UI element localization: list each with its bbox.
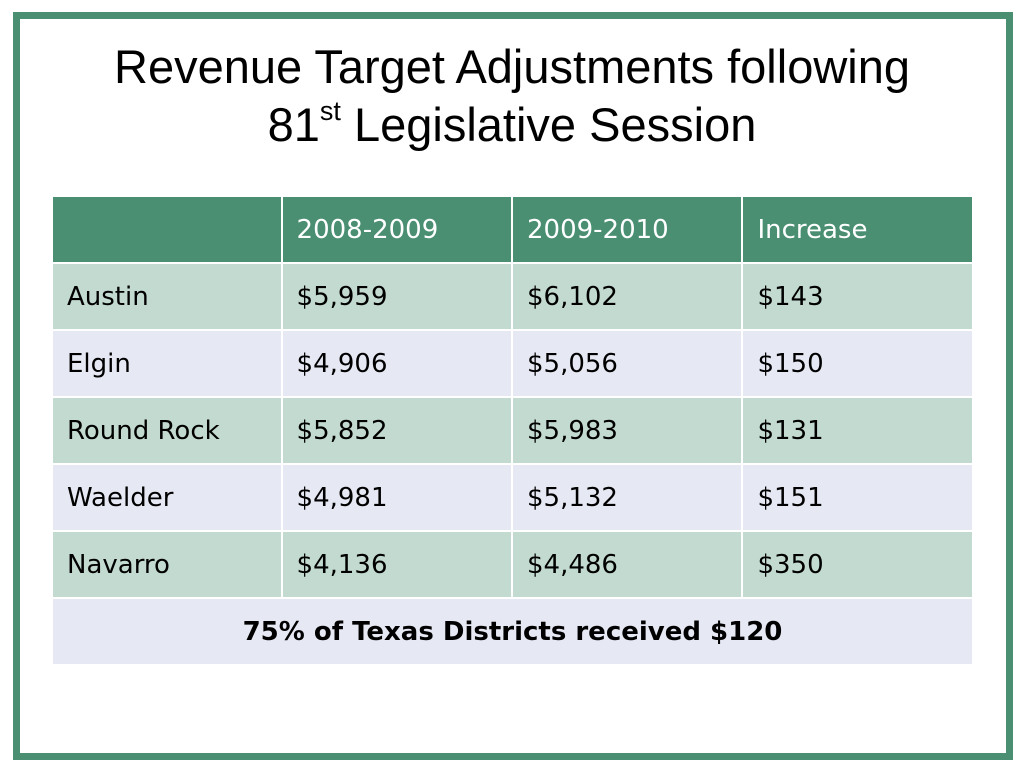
cell-2008-2009: $5,959 <box>280 262 513 331</box>
header-cell-district <box>51 195 283 264</box>
header-cell-2008-2009: 2008-2009 <box>280 195 513 264</box>
cell-district: Austin <box>51 262 283 331</box>
header-cell-increase: Increase <box>741 195 974 264</box>
table-row: Navarro $4,136 $4,486 $350 <box>51 530 974 599</box>
cell-2008-2009: $5,852 <box>280 396 513 465</box>
header-cell-2009-2010: 2009-2010 <box>510 195 744 264</box>
cell-increase: $143 <box>741 262 974 331</box>
cell-2009-2010: $5,983 <box>510 396 744 465</box>
cell-increase: $150 <box>741 329 974 398</box>
footer-note: 75% of Texas Districts received $120 <box>51 597 974 666</box>
table-row: Elgin $4,906 $5,056 $150 <box>51 329 974 398</box>
title-ordinal-suffix: st <box>319 96 341 127</box>
cell-2008-2009: $4,136 <box>280 530 513 599</box>
cell-2008-2009: $4,981 <box>280 463 513 532</box>
cell-2008-2009: $4,906 <box>280 329 513 398</box>
cell-district: Waelder <box>51 463 283 532</box>
table-row: Waelder $4,981 $5,132 $151 <box>51 463 974 532</box>
slide-title: Revenue Target Adjustments following 81s… <box>0 38 1024 154</box>
title-number: 81 <box>267 98 320 151</box>
table-row: Round Rock $5,852 $5,983 $131 <box>51 396 974 465</box>
revenue-table: 2008-2009 2009-2010 Increase Austin $5,9… <box>51 195 974 666</box>
title-rest: Legislative Session <box>340 98 757 151</box>
table-row: Austin $5,959 $6,102 $143 <box>51 262 974 331</box>
cell-district: Round Rock <box>51 396 283 465</box>
cell-district: Elgin <box>51 329 283 398</box>
table-footer-row: 75% of Texas Districts received $120 <box>51 597 974 666</box>
cell-2009-2010: $6,102 <box>510 262 744 331</box>
cell-2009-2010: $4,486 <box>510 530 744 599</box>
cell-district: Navarro <box>51 530 283 599</box>
title-line-2: 81st Legislative Session <box>0 96 1024 154</box>
table-header-row: 2008-2009 2009-2010 Increase <box>51 195 974 264</box>
cell-2009-2010: $5,132 <box>510 463 744 532</box>
cell-increase: $350 <box>741 530 974 599</box>
title-line-1: Revenue Target Adjustments following <box>114 40 910 93</box>
cell-increase: $151 <box>741 463 974 532</box>
cell-increase: $131 <box>741 396 974 465</box>
cell-2009-2010: $5,056 <box>510 329 744 398</box>
